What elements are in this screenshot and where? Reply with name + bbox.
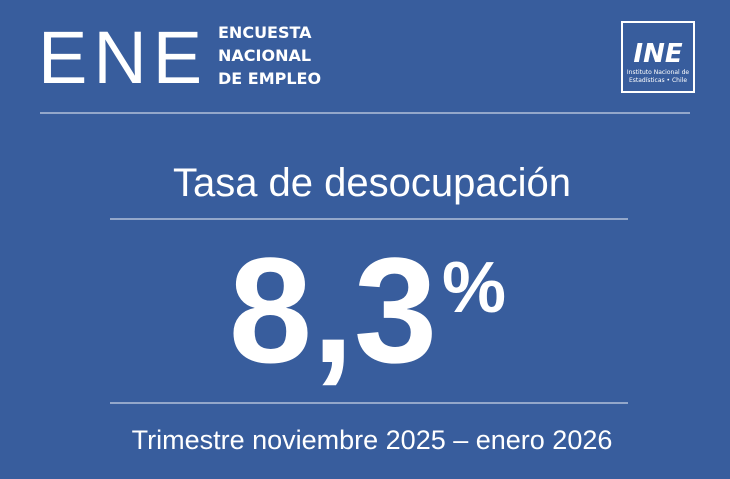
period: Trimestre noviembre 2025 – enero 2026 bbox=[132, 425, 613, 455]
logo-frame bbox=[621, 21, 695, 93]
logo-text: Instituto Nacional de bbox=[627, 69, 689, 76]
indicator-value: 8,3 bbox=[229, 226, 438, 394]
survey-name-line: NACIONAL bbox=[218, 46, 311, 65]
logo-mark: INE bbox=[633, 39, 682, 69]
survey-acronym: ENE bbox=[38, 16, 208, 99]
indicator-unit: % bbox=[442, 248, 506, 328]
indicator-label: Tasa de desocupación bbox=[173, 161, 571, 205]
survey-name-line: ENCUESTA bbox=[218, 23, 312, 42]
logo-text: Estadísticas • Chile bbox=[629, 77, 687, 84]
survey-name-line: DE EMPLEO bbox=[218, 69, 321, 88]
